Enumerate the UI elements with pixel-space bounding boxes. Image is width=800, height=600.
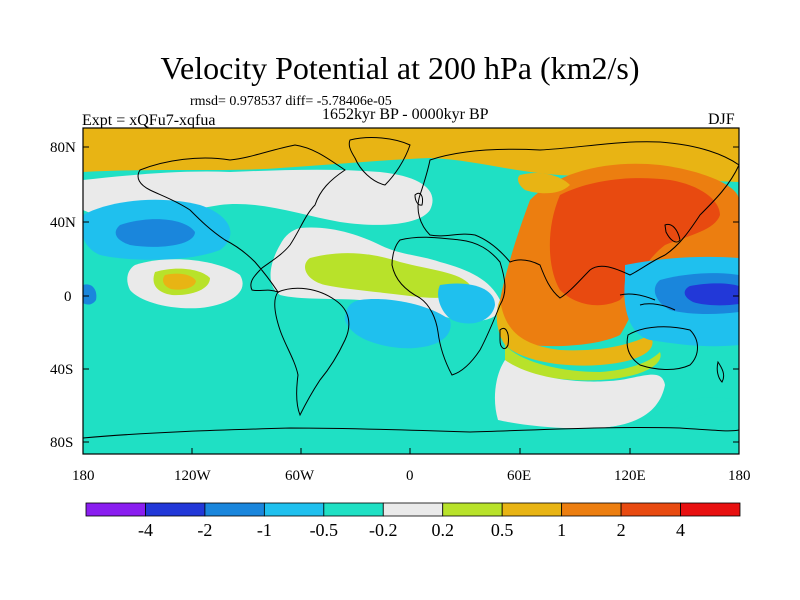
- experiment-label: Expt = xQFu7-xqfua: [82, 112, 216, 129]
- coast-africa: [391, 236, 506, 376]
- longitude-labels: 180 120W 60W 0 60E 120E 180: [72, 468, 751, 484]
- coast-australia: [626, 326, 698, 370]
- colorbar-tick-label: 1: [557, 520, 566, 540]
- lon-label: 60E: [507, 468, 531, 484]
- map-frame: [82, 127, 740, 455]
- stats-line: rmsd= 0.978537 diff= -5.78406e-05: [190, 94, 392, 109]
- lat-label: 40N: [50, 215, 76, 231]
- field-southern-ocean: [600, 397, 739, 430]
- colorbar-tick-label: 4: [676, 520, 685, 540]
- coast-south-america: [274, 287, 350, 417]
- colorbar-tick-label: 2: [617, 520, 626, 540]
- coast-indonesia: [619, 293, 676, 311]
- colorbar-swatch: [204, 502, 265, 517]
- lat-label: 0: [64, 289, 72, 305]
- coast-eurasia: [417, 141, 739, 299]
- coast-greenland: [348, 137, 411, 186]
- colorbar-swatch: [561, 502, 622, 517]
- lat-label: 80S: [50, 435, 73, 451]
- colorbar-swatch: [323, 502, 384, 517]
- field-wpac-extreme: [684, 283, 739, 306]
- colorbar-swatch: [145, 502, 206, 517]
- colorbar-swatch: [680, 502, 741, 517]
- colorbar: [85, 502, 741, 517]
- field-africa-negative: [438, 283, 495, 324]
- lon-label: 120E: [614, 468, 646, 484]
- field-epac-core: [163, 273, 196, 290]
- colorbar-tick-label: -1: [257, 520, 272, 540]
- coast-japan: [664, 223, 681, 243]
- lon-label: 180: [72, 468, 95, 484]
- colorbar-swatch: [85, 502, 146, 517]
- coast-madagascar: [499, 327, 509, 350]
- field-sindian-neutral: [494, 360, 665, 429]
- lat-label: 40S: [50, 362, 73, 378]
- field-layer: [83, 128, 739, 454]
- period-label: 1652kyr BP - 0000kyr BP: [322, 106, 489, 123]
- field-west-edge: [83, 284, 97, 305]
- colorbar-tick-label: -0.5: [310, 520, 339, 540]
- colorbar-tick-label: 0.2: [431, 520, 454, 540]
- lat-label: 80N: [50, 140, 76, 156]
- field-asia-core: [549, 178, 720, 306]
- tick-marks: [83, 146, 739, 454]
- field-satl-negative: [345, 299, 451, 349]
- colorbar-swatch: [501, 502, 563, 517]
- coast-north-america: [137, 144, 346, 294]
- map-title: Velocity Potential at 200 hPa (km2/s): [160, 50, 640, 86]
- coastline-layer: [83, 137, 739, 439]
- colorbar-swatch: [382, 502, 444, 517]
- colorbar-tick-label: -2: [197, 520, 212, 540]
- field-arctic-positive: [83, 128, 739, 182]
- field-atlantic-positive: [305, 253, 470, 298]
- field-npac-core: [115, 219, 195, 247]
- latitude-labels: 80N 40N 0 40S 80S: [50, 140, 76, 451]
- colorbar-tick-label: 0.5: [491, 520, 514, 540]
- colorbar-tick-label: -4: [138, 520, 153, 540]
- field-indian-ring-green: [505, 345, 661, 381]
- colorbar-swatch: [442, 502, 503, 517]
- colorbar-swatch: [620, 502, 681, 517]
- colorbar-labels: -4 -2 -1 -0.5 -0.2 0.2 0.5 1 2 4: [138, 520, 685, 540]
- coast-uk: [414, 192, 423, 206]
- colorbar-swatch: [263, 502, 325, 517]
- season-label: DJF: [708, 111, 735, 128]
- lon-label: 0: [406, 468, 414, 484]
- colorbar-tick-label: -0.2: [369, 520, 398, 540]
- coast-antarctica: [83, 426, 739, 439]
- lon-label: 120W: [174, 468, 212, 484]
- field-indian-ring-yellow: [496, 300, 653, 366]
- coast-new-zealand: [716, 360, 725, 383]
- lon-label: 180: [728, 468, 751, 484]
- lon-label: 60W: [285, 468, 315, 484]
- field-asia-edge: [517, 173, 570, 194]
